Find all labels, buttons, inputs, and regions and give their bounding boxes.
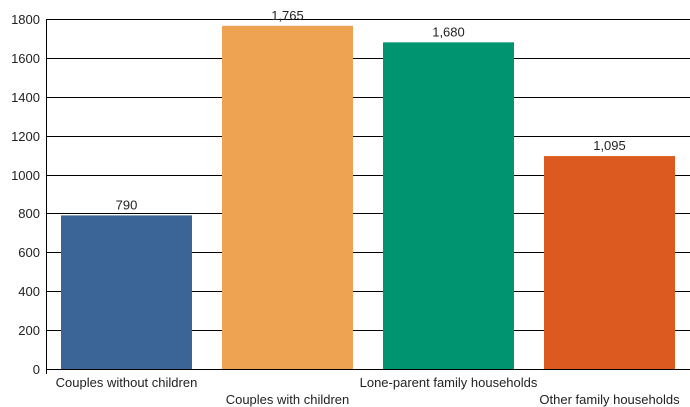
bar (544, 156, 675, 369)
data-label: 1,680 (432, 24, 465, 39)
y-tick-label: 0 (33, 362, 40, 377)
bar (383, 42, 514, 369)
y-tick-label: 200 (18, 323, 40, 338)
y-tick-label: 1000 (11, 168, 40, 183)
y-axis-tick-labels: 0 200 400 600 800 1000 1200 1400 1600 1800 (11, 12, 40, 377)
y-tick-label: 800 (18, 206, 40, 221)
y-tick-label: 1400 (11, 90, 40, 105)
data-label: 1,765 (271, 8, 304, 23)
data-labels: 790 1,765 1,680 1,095 (116, 8, 626, 213)
y-tick-label: 600 (18, 245, 40, 260)
category-label: Couples with children (226, 392, 350, 407)
category-label: Lone-parent family households (360, 375, 538, 390)
y-tick-label: 1800 (11, 12, 40, 27)
category-label: Couples without children (56, 375, 198, 390)
data-label: 1,095 (593, 138, 626, 153)
bars (61, 25, 675, 370)
y-tick-label: 1600 (11, 51, 40, 66)
category-labels: Couples without children Couples with chi… (56, 375, 680, 407)
category-label: Other family households (539, 392, 680, 407)
y-tick-label: 400 (18, 284, 40, 299)
y-tick-label: 1200 (11, 129, 40, 144)
data-label: 790 (116, 197, 138, 212)
bar (222, 25, 353, 370)
bar (61, 215, 192, 369)
